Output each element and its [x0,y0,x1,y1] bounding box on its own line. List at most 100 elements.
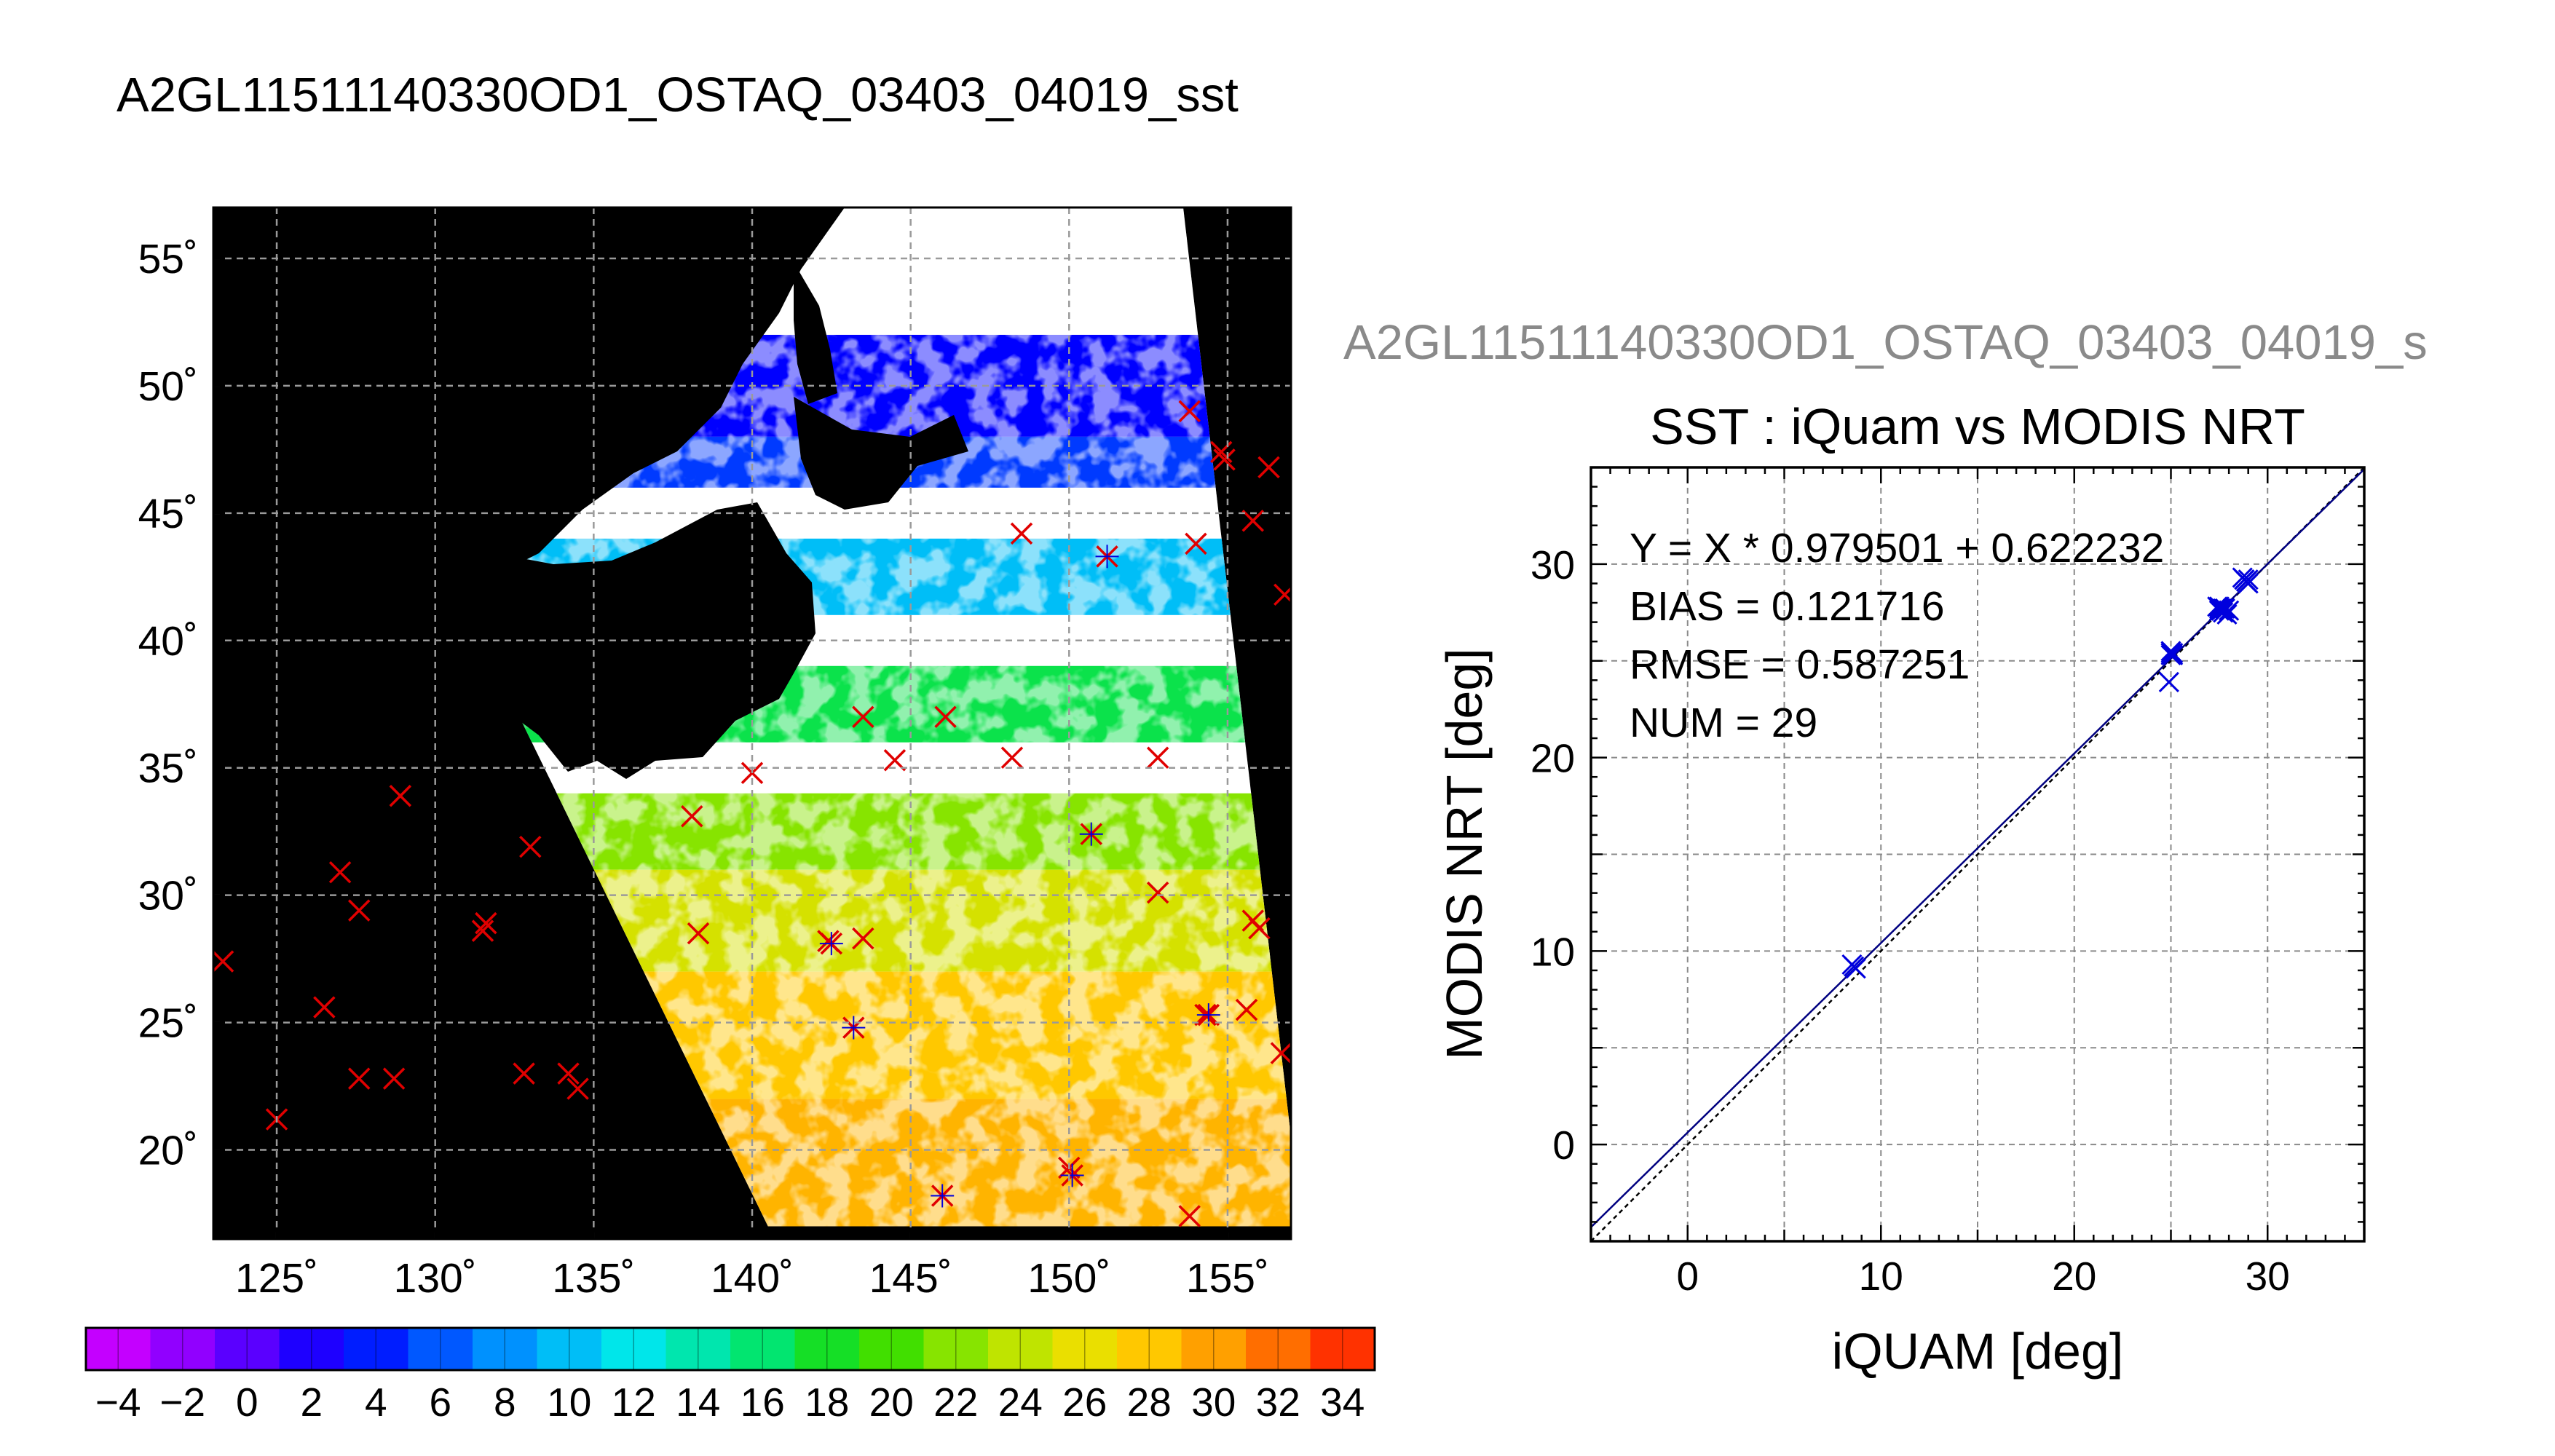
buoy-marker [347,899,371,922]
map-lat-label: 45˚ [138,491,198,537]
colorbar-cell [1052,1328,1118,1370]
colorbar-labels: −4 −2 0 2 4 6 8 10 12 14 16 18 20 22 24 26 28 30 32 34 [95,1328,1365,1425]
buoy-marker [1146,746,1169,769]
map-lat-label: 35˚ [138,745,198,792]
map-lon-label: 145˚ [869,1255,952,1302]
colorbar-label: 26 [1062,1380,1107,1425]
colorbar-cell [215,1328,280,1370]
land-asia [213,207,845,729]
colorbar-cell [408,1328,473,1370]
buoy-marker [1185,532,1207,555]
buoy-marker [566,1077,589,1100]
scatter-ticks: 0 10 20 30 0 10 20 30 [1531,466,2366,1299]
scatter-point [2208,596,2230,617]
map-lat-label: 30˚ [138,873,198,919]
buoy-marker [1273,583,1291,606]
colorbar-cell [473,1328,538,1370]
map-lon-label: 130˚ [394,1255,477,1302]
colorbar-cell [1310,1328,1375,1370]
buoy-marker [1010,522,1033,545]
buoy-marker [934,705,957,728]
buoy-marker [382,1067,406,1090]
map-lat-label: 55˚ [138,236,198,282]
buoy-marker [389,784,412,807]
fit-stat-line: RMSE = 0.587251 [1630,641,1970,688]
colorbar-cells [86,1328,1375,1370]
buoy-marker [687,922,710,945]
scatter-points [1841,567,2259,979]
match-marker-blue [842,1016,866,1040]
colorbar-cell [601,1328,667,1370]
map-lon-label: 140˚ [711,1255,794,1302]
buoy-marker [1248,917,1271,940]
colorbar-label: 28 [1127,1380,1172,1425]
colorbar-label: 18 [805,1380,849,1425]
fit-statistics: Y = X * 0.979501 + 0.622232 BIAS = 0.1217… [1630,525,2164,746]
buoy-marker [1178,1205,1201,1227]
buoy-marker [1257,456,1280,479]
fit-stat-line: BIAS = 0.121716 [1630,583,1945,630]
scatter-plot: SST : iQuam vs MODIS NRT 0 10 20 300102030 … [1436,398,2366,1380]
colorbar-label: 32 [1256,1380,1300,1425]
map-lon-label: 150˚ [1027,1255,1110,1302]
colorbar-label: 16 [741,1380,785,1425]
fit-stat-line: Y = X * 0.979501 + 0.622232 [1630,525,2164,571]
scatter-point [2214,598,2235,620]
land-hokkaido [794,397,968,510]
colorbar-label: −2 [159,1380,205,1425]
colorbar-cell [279,1328,344,1370]
colorbar-label: 10 [547,1380,591,1425]
x-axis-label: iQUAM [deg] [1832,1323,2124,1380]
scatter-title: SST : iQuam vs MODIS NRT [1650,398,2305,455]
colorbar-cell [1117,1328,1182,1370]
sst-map: 125˚ 130˚ 135˚ 140˚ 145˚ 150˚ 155˚ 20˚ 25˚ 30˚ 35… [138,206,1292,1302]
buoy-marker [471,919,494,942]
colorbar-cell [988,1328,1054,1370]
colorbar-cell [794,1328,860,1370]
scatter-y-tick-label: 10 [1531,929,1575,974]
buoy-marker [347,1067,371,1090]
match-marker-blue [1060,1163,1084,1187]
scatter-point [2238,569,2259,590]
buoy-marker [852,927,874,950]
buoy-marker [513,1062,535,1085]
buoy-marker [1000,746,1024,769]
colorbar-frame [84,1326,1376,1372]
colorbar-label: −4 [95,1380,141,1425]
colorbar-label: 4 [365,1380,387,1425]
colorbar-cell [150,1328,216,1370]
map-lat-label: 50˚ [138,363,198,410]
scatter-point [2163,643,2184,664]
colorbar-label: 8 [494,1380,516,1425]
colorbar-cell [923,1328,989,1370]
scatter-file-title: A2GL11511140330OD1_OSTAQ_03403_04019_s [1343,315,2428,370]
colorbar-label: 30 [1191,1380,1236,1425]
map-lon-ticks: 125˚ 130˚ 135˚ 140˚ 145˚ 150˚ 155˚ [235,1229,1269,1302]
colorbar-cell [730,1328,796,1370]
sst-colorbar: −4 −2 0 2 4 6 8 10 12 14 16 18 20 22 24 26 28 30 32 34 [84,1326,1376,1425]
colorbar-cell [1246,1328,1311,1370]
land-sakhalin [794,262,837,404]
buoy-marker [519,835,542,858]
buoy-markers [213,400,1291,1227]
colorbar-cell [537,1328,602,1370]
colorbar-label: 12 [612,1380,656,1425]
map-lat-label: 40˚ [138,618,198,665]
buoy-marker [852,705,874,728]
buoy-marker [1178,400,1201,423]
colorbar-label: 0 [236,1380,258,1425]
colorbar-cell [344,1328,409,1370]
scatter-x-tick-label: 30 [2246,1254,2290,1299]
match-marker-blue [819,932,843,956]
match-marker-blue [1079,822,1103,846]
colorbar-label: 6 [429,1380,451,1425]
scatter-point [2213,598,2234,620]
map-lon-label: 135˚ [552,1255,635,1302]
buoy-marker [213,950,234,973]
map-lon-label: 125˚ [235,1255,318,1302]
buoy-marker [328,860,352,884]
scatter-gridlines [1591,467,2364,1241]
buoy-marker [1241,510,1265,532]
buoy-marker [1270,1042,1291,1064]
colorbar-label: 22 [933,1380,978,1425]
